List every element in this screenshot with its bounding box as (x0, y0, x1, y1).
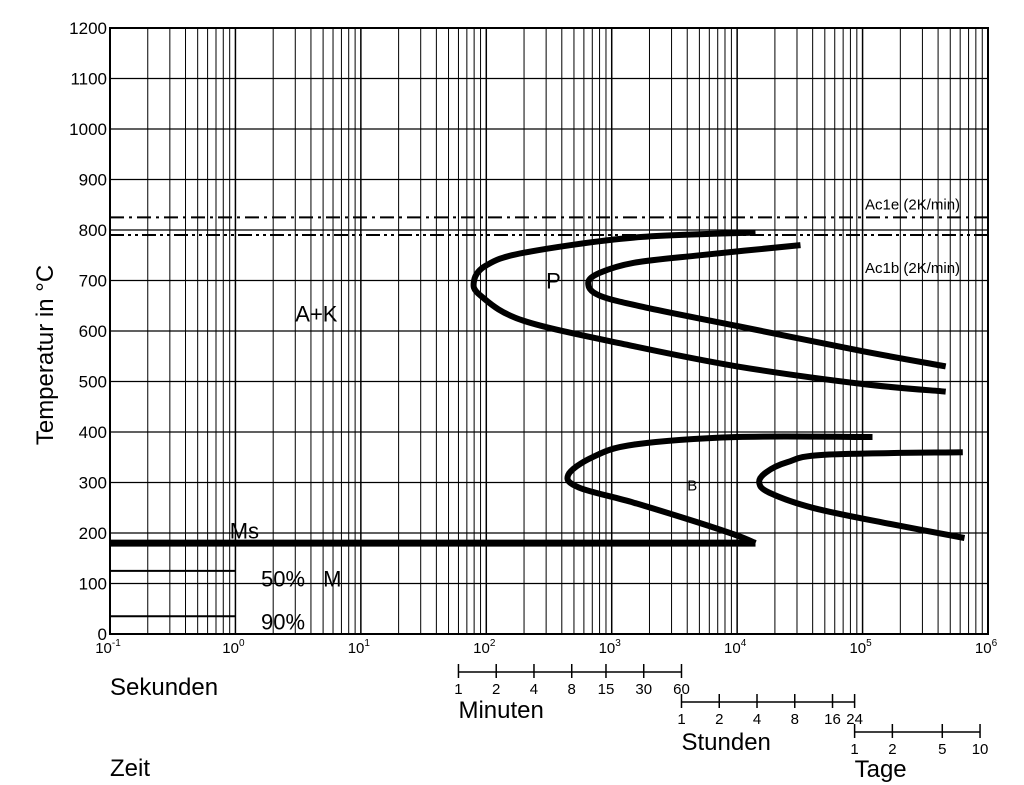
x-tick-label: 105 (849, 638, 872, 657)
x-tick-label: 102 (473, 638, 496, 657)
x-tick-label: 101 (348, 638, 371, 657)
ref-label-ac1e: Ac1e (2K/min) (865, 196, 960, 213)
annotation-label: B (687, 478, 697, 495)
scale-tick-label: 5 (938, 741, 946, 758)
ref-label-ac1b: Ac1b (2K/min) (865, 260, 960, 277)
scale-name: Tage (855, 756, 907, 783)
x-axis-title: Zeit (110, 755, 150, 782)
annotation-label: M (323, 566, 341, 591)
scale-tick-label: 10 (972, 741, 989, 758)
y-tick-label: 100 (79, 575, 107, 594)
y-tick-label: 900 (79, 171, 107, 190)
scale-name: Stunden (681, 729, 770, 756)
annotations: A+K P B Ms M 50% 90% (230, 269, 698, 635)
x-tick-label: 106 (975, 638, 998, 657)
y-tick-labels: 0 100 200 300 400 500 600 700 800 900 1000 1100 1200 (69, 19, 107, 644)
scale-name: Minuten (458, 697, 543, 724)
plot-frame (109, 27, 989, 635)
y-tick-label: 1000 (69, 120, 107, 139)
x-tick-label: 103 (599, 638, 622, 657)
scale-tick-label: 16 (824, 711, 841, 728)
curve-b-end (756, 449, 966, 541)
x-tick-label: 104 (724, 638, 747, 657)
scale-tick-label: 1 (677, 711, 685, 728)
curve-b-start (564, 433, 873, 546)
x-tick-label: 10-1 (95, 638, 121, 657)
scale-tick-label: 2 (888, 741, 896, 758)
scale-tick-label: 8 (568, 681, 576, 698)
seconds-label: Sekunden (110, 674, 218, 701)
scale-tick-label: 4 (530, 681, 538, 698)
scale-tick-label: 24 (846, 711, 863, 728)
y-tick-label: 600 (79, 322, 107, 341)
y-tick-label: 400 (79, 423, 107, 442)
y-tick-label: 300 (79, 474, 107, 493)
scale-tick-label: 4 (753, 711, 761, 728)
annotation-label: Ms (230, 518, 259, 543)
y-tick-label: 800 (79, 221, 107, 240)
y-tick-label: 500 (79, 373, 107, 392)
x-tick-label: 100 (222, 638, 245, 657)
scale-tick-label: 8 (791, 711, 799, 728)
curves (109, 229, 966, 618)
y-tick-label: 700 (79, 272, 107, 291)
y-tick-label: 0 (98, 625, 107, 644)
y-tick-label: 1200 (69, 19, 107, 38)
curve-p-end (585, 242, 947, 370)
annotation-label: P (546, 269, 561, 294)
y-tick-label: 1100 (70, 70, 107, 89)
scale-tick-label: 60 (673, 681, 690, 698)
scale-tick-label: 30 (635, 681, 652, 698)
annotation-label: 50% (261, 566, 305, 591)
curve-p-start (470, 229, 946, 395)
annotation-label: A+K (295, 301, 338, 326)
y-axis-title: Temperatur in °C (32, 265, 59, 445)
annotation-label: 90% (261, 609, 305, 634)
scale-tick-label: 1 (850, 741, 858, 758)
scale-tick-label: 1 (454, 681, 462, 698)
scale-tick-label: 2 (492, 681, 500, 698)
scale-tick-label: 15 (598, 681, 615, 698)
y-tick-label: 200 (79, 524, 107, 543)
scale-tick-label: 2 (715, 711, 723, 728)
x-tick-labels: 10-1 100 101 102 103 104 105 106 (95, 638, 997, 657)
reference-lines: Ac1e (2K/min) Ac1b (2K/min) (110, 196, 988, 277)
